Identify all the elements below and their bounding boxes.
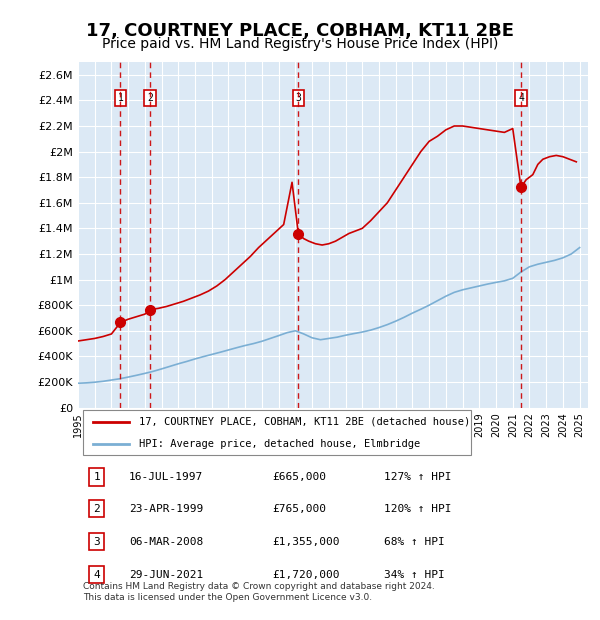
FancyBboxPatch shape (83, 410, 471, 455)
Text: 127% ↑ HPI: 127% ↑ HPI (384, 472, 452, 482)
Text: 120% ↑ HPI: 120% ↑ HPI (384, 503, 452, 513)
Text: £665,000: £665,000 (272, 472, 326, 482)
Text: 34% ↑ HPI: 34% ↑ HPI (384, 570, 445, 580)
Text: £1,355,000: £1,355,000 (272, 536, 340, 547)
Text: £765,000: £765,000 (272, 503, 326, 513)
Text: 16-JUL-1997: 16-JUL-1997 (129, 472, 203, 482)
Text: 17, COURTNEY PLACE, COBHAM, KT11 2BE (detached house): 17, COURTNEY PLACE, COBHAM, KT11 2BE (de… (139, 417, 470, 427)
Text: 4: 4 (94, 570, 100, 580)
Text: 68% ↑ HPI: 68% ↑ HPI (384, 536, 445, 547)
Text: HPI: Average price, detached house, Elmbridge: HPI: Average price, detached house, Elmb… (139, 438, 421, 448)
Text: 23-APR-1999: 23-APR-1999 (129, 503, 203, 513)
Text: 1: 1 (118, 93, 124, 103)
Text: Contains HM Land Registry data © Crown copyright and database right 2024.
This d: Contains HM Land Registry data © Crown c… (83, 582, 435, 601)
Text: 2: 2 (147, 93, 153, 103)
Text: Price paid vs. HM Land Registry's House Price Index (HPI): Price paid vs. HM Land Registry's House … (102, 37, 498, 51)
Text: 3: 3 (94, 536, 100, 547)
Text: 06-MAR-2008: 06-MAR-2008 (129, 536, 203, 547)
Text: 17, COURTNEY PLACE, COBHAM, KT11 2BE: 17, COURTNEY PLACE, COBHAM, KT11 2BE (86, 22, 514, 40)
Text: 3: 3 (295, 93, 301, 103)
Text: £1,720,000: £1,720,000 (272, 570, 340, 580)
Text: 1: 1 (94, 472, 100, 482)
Text: 29-JUN-2021: 29-JUN-2021 (129, 570, 203, 580)
Text: 2: 2 (94, 503, 100, 513)
Text: 4: 4 (518, 93, 524, 103)
